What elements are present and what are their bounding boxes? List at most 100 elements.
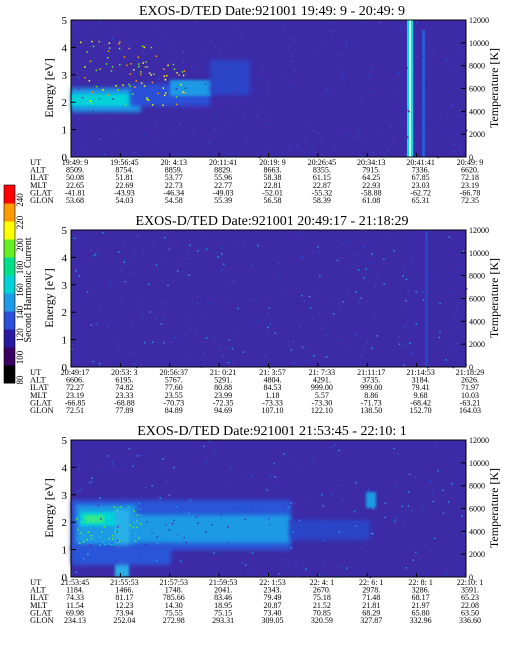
orbit-value: 1466. [115, 586, 133, 595]
panel-3-dots [71, 440, 465, 579]
colorbar-tick-label: 160 [15, 283, 25, 297]
panel-3-orbit-table: UT 21:53:45 21:55:53 21:57:53 21:59:53 22: 1:… [30, 577, 483, 625]
orbit-value: 999.00 [360, 383, 382, 392]
orbit-value: 22: 4: 1 [310, 578, 334, 587]
orbit-value: 14.30 [165, 601, 183, 610]
orbit-value: 81.17 [115, 593, 133, 602]
orbit-value: 23.99 [214, 391, 232, 400]
orbit-value: 2670. [313, 586, 331, 595]
orbit-value: 293.31 [212, 616, 234, 625]
orbit-value: -43.93 [114, 188, 135, 197]
orbit-value: 21.81 [362, 601, 380, 610]
orbit-value: 51.81 [115, 173, 133, 182]
y2tick-label: 8000 [469, 482, 485, 491]
orbit-value: 336.60 [459, 616, 481, 625]
colorbar-swatch [4, 239, 15, 258]
y2tick-label: 0 [469, 363, 473, 372]
orbit-value: -66.78 [460, 188, 481, 197]
orbit-value: 67.85 [412, 173, 430, 182]
orbit-value: 80.88 [214, 383, 232, 392]
orbit-value: 22.69 [115, 181, 133, 190]
orbit-value: 64.25 [362, 173, 380, 182]
orbit-value: -55.32 [312, 188, 333, 197]
ytick-label: 1 [62, 545, 68, 557]
y2tick-label: 4000 [469, 527, 485, 536]
panel-1-ylabel: Energy [eV] [42, 58, 56, 117]
panel-3: EXOS-D/TED Date:921001 21:53:45 - 22:10:… [30, 424, 501, 625]
orbit-value: 20:41:41 [406, 158, 434, 167]
panel-1-y2ticks: 0 2000 4000 6000 8000 10000 12000 [461, 16, 489, 162]
orbit-value: 107.10 [262, 406, 284, 415]
orbit-value: 72.51 [66, 406, 84, 415]
y2tick-label: 0 [469, 153, 473, 162]
orbit-value: 2343. [264, 586, 282, 595]
orbit-value: 72.27 [66, 383, 84, 392]
ytick-label: 3 [62, 280, 68, 292]
orbit-row-label: GLON [30, 195, 54, 205]
orbit-value: 94.69 [214, 406, 232, 415]
colorbar-tick-label: 220 [15, 215, 25, 229]
orbit-value: 21: 7:33 [309, 368, 335, 377]
orbit-value: 84.53 [264, 383, 282, 392]
orbit-value: 320.59 [311, 616, 333, 625]
orbit-value: 61.15 [313, 173, 331, 182]
orbit-value: 785.66 [163, 593, 185, 602]
panel-3-yticks: 0 1 2 3 4 5 [62, 435, 467, 584]
orbit-value: 50.08 [66, 173, 84, 182]
orbit-value: -58.88 [361, 188, 382, 197]
orbit-value: 21.52 [313, 601, 331, 610]
y2tick-label: 4000 [469, 317, 485, 326]
orbit-value: 63.50 [461, 608, 479, 617]
orbit-value: 20:19: 9 [259, 158, 285, 167]
colorbar-tick-label: 240 [15, 193, 25, 207]
panel-3-ylabel: Energy [eV] [42, 478, 56, 537]
orbit-row-label: ALT [30, 165, 47, 175]
orbit-value: 20:34:13 [357, 158, 385, 167]
orbit-value: -68.88 [114, 398, 135, 407]
orbit-value: -73.30 [312, 398, 333, 407]
orbit-value: 22: 6: 1 [359, 578, 383, 587]
ytick-label: 0 [62, 152, 68, 164]
orbit-value: 23.55 [165, 391, 183, 400]
orbit-value: 252.04 [113, 616, 135, 625]
orbit-value: 7336. [412, 166, 430, 175]
colorbar-ticks: 80 100 120 140 160 180 200 220 240 [15, 193, 25, 385]
colorbar-swatches [3, 184, 16, 384]
ytick-label: 2 [62, 97, 68, 109]
orbit-value: 68.29 [362, 608, 380, 617]
panel-1: EXOS-D/TED Date:921001 19:49: 9 - 20:49:… [30, 4, 501, 205]
orbit-value: -66.85 [65, 398, 86, 407]
orbit-value: 3735. [362, 376, 380, 385]
orbit-value: 20:53: 3 [111, 368, 137, 377]
panel-2-ylabel: Energy [eV] [42, 268, 56, 327]
orbit-value: 22.87 [313, 181, 331, 190]
orbit-value: 20:56:37 [160, 368, 188, 377]
panel-1-y2label: Temperature [K] [487, 48, 501, 128]
orbit-value: 75.15 [214, 608, 232, 617]
orbit-value: -62.72 [410, 188, 431, 197]
orbit-row-label: ILAT [30, 172, 49, 182]
orbit-value: 3591. [461, 586, 479, 595]
y2tick-label: 2000 [469, 130, 485, 139]
orbit-value: 70.85 [313, 608, 331, 617]
orbit-value: 8829. [214, 166, 232, 175]
orbit-value: 22.08 [461, 601, 479, 610]
orbit-value: 2626. [461, 376, 479, 385]
orbit-value: 21:57:53 [160, 578, 188, 587]
colorbar-tick-label: 200 [15, 238, 25, 252]
orbit-value: 22.77 [214, 181, 232, 190]
orbit-value: 19:56:45 [110, 158, 138, 167]
colorbar-tick-label: 80 [15, 375, 25, 385]
orbit-value: 58.39 [313, 196, 331, 205]
colorbar-label: Second Harmonic Current [23, 237, 34, 342]
panel-3-heatmap [71, 440, 465, 579]
orbit-value: 309.05 [262, 616, 284, 625]
orbit-value: 1184. [66, 586, 84, 595]
panel-2-heatmap [71, 230, 468, 369]
orbit-value: 8663. [264, 166, 282, 175]
orbit-value: 8754. [115, 166, 133, 175]
panel-2: EXOS-D/TED Date:921001 20:49:17 - 21:18:… [30, 214, 501, 415]
orbit-value: 5767. [165, 376, 183, 385]
colorbar-swatch [4, 311, 15, 330]
panel-1-heatmap [71, 20, 468, 159]
